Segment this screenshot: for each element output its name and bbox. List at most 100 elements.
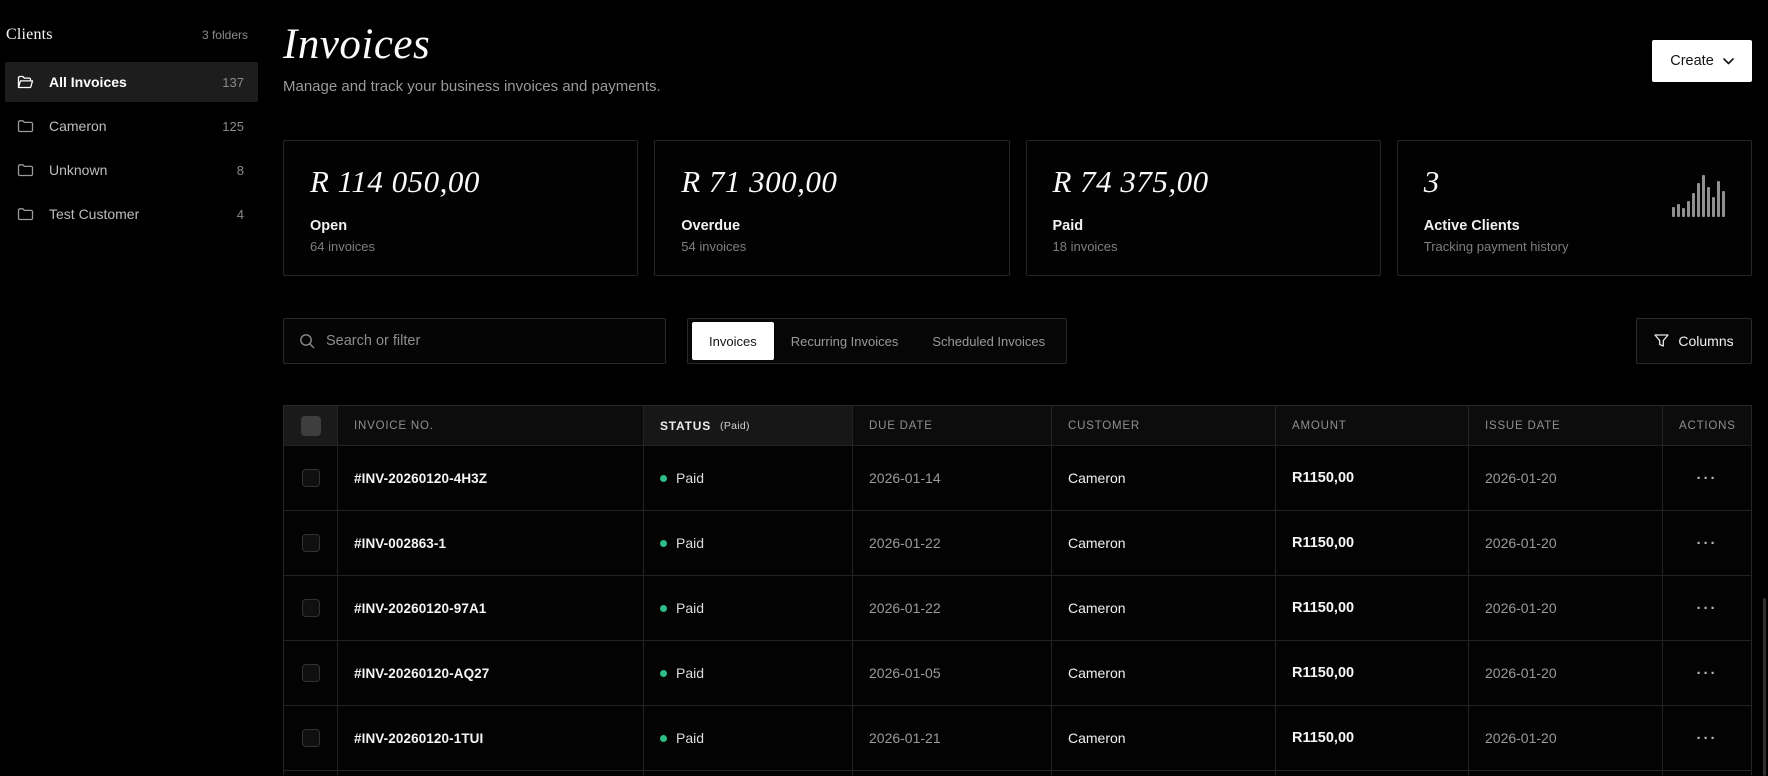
stat-value: 3 — [1423, 164, 1440, 199]
stat-value: R 71 300,00 — [681, 164, 838, 199]
sidebar-item-unknown[interactable]: Unknown 8 — [5, 150, 258, 190]
tab-recurring-invoices[interactable]: Recurring Invoices — [774, 322, 916, 360]
table-row[interactable]: #INV-20260120-AQ27 Paid 2026-01-05 Cameron R… — [284, 640, 1751, 705]
sidebar-item-all-invoices[interactable]: All Invoices 137 — [5, 62, 258, 102]
cell-invoice-no: #INV-20260120-97A1 — [337, 576, 643, 640]
stat-label: Overdue — [681, 218, 741, 234]
stat-card-overdue: R 71 300,00 Overdue 54 invoices — [654, 140, 1010, 276]
paid-status-dot — [660, 539, 667, 547]
row-checkbox[interactable] — [301, 534, 320, 552]
create-button[interactable]: Create — [1652, 40, 1752, 82]
chevron-down-icon — [1722, 57, 1734, 65]
column-header-actions[interactable]: ACTIONS — [1662, 406, 1752, 445]
row-actions-button[interactable]: ··· — [1696, 599, 1718, 617]
cell-actions: ··· — [1662, 446, 1751, 510]
columns-button[interactable]: Columns — [1636, 318, 1752, 364]
paid-status-dot — [660, 474, 667, 482]
page-title: Invoices — [283, 21, 431, 68]
cell-select — [284, 511, 337, 575]
cell-select — [284, 641, 337, 705]
stat-card-open: R 114 050,00 Open 64 invoices — [283, 140, 639, 276]
select-all-checkbox[interactable] — [300, 415, 321, 436]
stat-sublabel: Tracking payment history — [1423, 239, 1569, 254]
cell-customer: Cameron — [1051, 511, 1275, 575]
stat-sublabel: 54 invoices — [681, 239, 747, 254]
row-checkbox[interactable] — [301, 599, 320, 617]
cell-select — [284, 446, 337, 510]
cell-amount: R1150,00 — [1275, 641, 1468, 705]
invoice-tabs: Invoices Recurring Invoices Scheduled Invo… — [687, 318, 1068, 364]
sidebar-folder-count: 3 folders — [201, 28, 248, 42]
bar-chart-icon — [1672, 173, 1725, 217]
sidebar-header: Clients 3 folders — [5, 26, 258, 44]
page-subtitle: Manage and track your business invoices … — [283, 78, 661, 96]
sidebar-item-label: Unknown — [49, 162, 108, 178]
column-header-issue-date[interactable]: ISSUE DATE — [1468, 406, 1662, 445]
search-box[interactable] — [283, 318, 666, 364]
stat-value: R 114 050,00 — [310, 164, 480, 199]
page-header: Invoices Manage and track your business … — [283, 0, 1752, 140]
sidebar-item-cameron[interactable]: Cameron 125 — [5, 106, 258, 146]
table-row[interactable]: #INV-002863-1 Paid 2026-01-22 Cameron R1150,… — [284, 510, 1751, 575]
cell-amount: R1150,00 — [1275, 576, 1468, 640]
row-actions-button[interactable]: ··· — [1696, 534, 1718, 552]
cell-due-date: 2026-01-22 — [852, 511, 1051, 575]
sidebar-item-test-customer[interactable]: Test Customer 4 — [5, 194, 258, 234]
cell-status: Paid — [643, 576, 852, 640]
row-checkbox[interactable] — [301, 469, 320, 487]
cell-invoice-no: #INV-20260120-AQ27 — [337, 641, 643, 705]
row-actions-button[interactable]: ··· — [1696, 469, 1718, 487]
cell-issue-date: 2026-01-20 — [1468, 576, 1662, 640]
scrollbar-thumb[interactable] — [1763, 598, 1766, 776]
cell-issue-date: 2026-01-20 — [1468, 641, 1662, 705]
create-button-label: Create — [1670, 53, 1714, 69]
row-actions-button[interactable]: ··· — [1696, 729, 1718, 747]
cell-status: Paid — [643, 641, 852, 705]
cell-invoice-no: #INV-20260120-4H3Z — [337, 446, 643, 510]
tab-invoices[interactable]: Invoices — [692, 322, 774, 360]
folder-icon — [17, 119, 34, 133]
stat-sublabel: 64 invoices — [310, 239, 376, 254]
row-checkbox[interactable] — [301, 729, 320, 747]
tab-scheduled-invoices[interactable]: Scheduled Invoices — [915, 322, 1062, 360]
select-all-cell — [284, 406, 337, 445]
cell-due-date: 2026-01-21 — [852, 706, 1051, 770]
cell-amount: R1150,00 — [1275, 446, 1468, 510]
client-folder-list: All Invoices 137 Cameron 125 Unknown 8 Test Cu… — [5, 62, 258, 234]
stat-label: Open — [310, 218, 348, 234]
column-header-status[interactable]: STATUS (Paid) — [643, 406, 852, 445]
column-header-customer[interactable]: CUSTOMER — [1051, 406, 1275, 445]
sidebar-title: Clients — [6, 26, 53, 43]
row-actions-button[interactable]: ··· — [1696, 664, 1718, 682]
stat-label: Active Clients — [1423, 218, 1520, 234]
cell-actions: ··· — [1662, 511, 1751, 575]
folder-icon — [17, 163, 34, 177]
cell-issue-date: 2026-01-20 — [1468, 511, 1662, 575]
paid-status-dot — [660, 734, 667, 742]
column-header-due-date[interactable]: DUE DATE — [852, 406, 1051, 445]
sidebar-item-count: 125 — [222, 118, 244, 134]
cell-issue-date: 2026-01-20 — [1468, 446, 1662, 510]
search-input[interactable] — [326, 333, 650, 349]
table-row[interactable]: #INV-20260120-1TUI Paid 2026-01-21 Cameron R… — [284, 705, 1751, 770]
status-filter-badge: (Paid) — [720, 419, 750, 432]
folder-open-icon — [17, 75, 34, 89]
sidebar-item-count: 137 — [222, 74, 244, 90]
column-header-amount[interactable]: AMOUNT — [1275, 406, 1468, 445]
table-row[interactable]: #INV-20260120-4H3Z Paid 2026-01-14 Cameron R… — [284, 445, 1751, 510]
cell-customer: Cameron — [1051, 446, 1275, 510]
invoice-table: INVOICE NO. STATUS (Paid) DUE DATE CUSTOMER A… — [283, 405, 1752, 775]
column-header-invoice-no[interactable]: INVOICE NO. — [337, 406, 643, 445]
cell-issue-date: 2026-01-20 — [1468, 706, 1662, 770]
table-row[interactable]: #INV-20260120-97A1 Paid 2026-01-22 Cameron R… — [284, 575, 1751, 640]
cell-status: Paid — [643, 706, 852, 770]
stat-card-paid: R 74 375,00 Paid 18 invoices — [1025, 140, 1381, 276]
stat-value: R 74 375,00 — [1052, 164, 1209, 199]
main-content: Invoices Manage and track your business … — [283, 0, 1752, 775]
row-checkbox[interactable] — [301, 664, 320, 682]
cell-select — [284, 706, 337, 770]
cell-customer: Cameron — [1051, 576, 1275, 640]
cell-customer: Cameron — [1051, 641, 1275, 705]
cell-invoice-no: #INV-002863-1 — [337, 511, 643, 575]
